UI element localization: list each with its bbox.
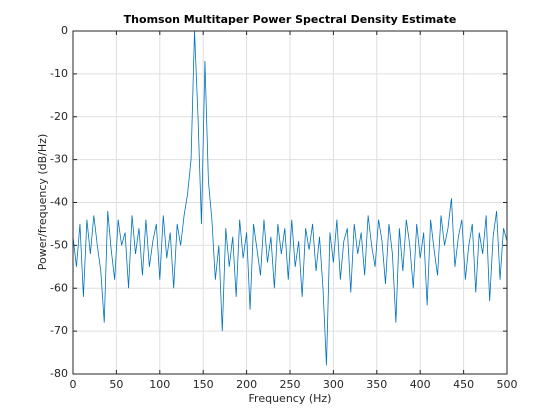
- y-tick-label: -80: [50, 367, 68, 380]
- x-tick-label: 300: [323, 378, 344, 391]
- y-tick-label: 0: [61, 24, 68, 37]
- x-tick-label: 100: [149, 378, 170, 391]
- x-tick-label: 450: [453, 378, 474, 391]
- y-tick-label: -40: [50, 196, 68, 209]
- data-line: [72, 30, 508, 366]
- plot-frame: [72, 30, 508, 375]
- y-tick-label: -50: [50, 238, 68, 251]
- y-tick-label: -60: [50, 281, 68, 294]
- x-tick-label: 350: [366, 378, 387, 391]
- y-tick-label: -10: [50, 67, 68, 80]
- y-axis-label: Power/frequency (dB/Hz): [36, 134, 49, 271]
- x-tick-label: 150: [193, 378, 214, 391]
- y-tick-label: -20: [50, 110, 68, 123]
- x-tick-label: 50: [109, 378, 123, 391]
- x-tick-label: 400: [410, 378, 431, 391]
- x-tick-label: 500: [497, 378, 518, 391]
- y-tick-label: -70: [50, 324, 68, 337]
- x-axis-label: Frequency (Hz): [249, 392, 332, 405]
- x-tick-label: 0: [70, 378, 77, 391]
- x-tick-label: 200: [236, 378, 257, 391]
- chart-title: Thomson Multitaper Power Spectral Densit…: [124, 13, 457, 26]
- x-tick-label: 250: [280, 378, 301, 391]
- y-tick-label: -30: [50, 153, 68, 166]
